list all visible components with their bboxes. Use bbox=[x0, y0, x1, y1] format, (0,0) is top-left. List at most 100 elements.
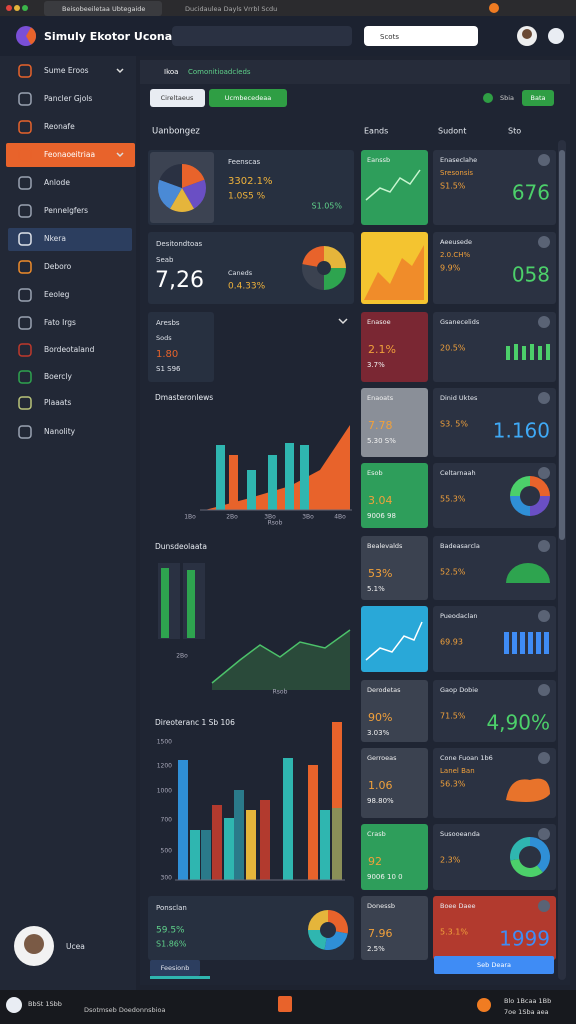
tile bbox=[361, 606, 428, 672]
value: 1.0S5 % bbox=[228, 192, 266, 202]
card-value: S3. 5% bbox=[440, 420, 468, 429]
mini-bar bbox=[512, 632, 517, 654]
tick-label: 1500 bbox=[157, 739, 172, 746]
value: 1.80 bbox=[156, 349, 178, 360]
window-dot bbox=[22, 5, 28, 11]
mini-area bbox=[506, 778, 550, 802]
card-label: Celtarnaah bbox=[440, 469, 476, 477]
menu-item: Nanolity bbox=[44, 427, 76, 436]
donut-hole bbox=[320, 922, 336, 938]
tile-label: Esob bbox=[367, 469, 383, 477]
card-menu bbox=[538, 467, 550, 479]
search-input[interactable] bbox=[364, 26, 478, 46]
bar bbox=[300, 445, 309, 510]
card-button[interactable] bbox=[434, 956, 554, 974]
tile-sub: 5.1% bbox=[367, 585, 385, 593]
menu-icon bbox=[18, 120, 32, 134]
card-big-value: 1999 bbox=[499, 927, 550, 951]
panel bbox=[148, 896, 354, 960]
tile-value: 3.04 bbox=[368, 494, 393, 507]
menu-item: Boercly bbox=[44, 372, 72, 381]
card-value: S1.5% bbox=[440, 182, 466, 191]
menu-item: Anlode bbox=[44, 178, 70, 187]
menu-icon bbox=[18, 260, 32, 274]
sidebar bbox=[0, 56, 136, 990]
card-label: Gaop Dobie bbox=[440, 686, 478, 694]
footer-button-text: Feesionb bbox=[161, 964, 190, 972]
tick-label: 500 bbox=[161, 848, 173, 855]
mini-bar bbox=[506, 346, 510, 360]
card bbox=[433, 312, 556, 382]
tab-button[interactable] bbox=[209, 89, 287, 107]
menu-item: Eeoleg bbox=[44, 290, 70, 299]
value: 0.4.33% bbox=[228, 282, 266, 292]
bar bbox=[187, 570, 195, 638]
tile bbox=[361, 536, 428, 600]
pie-slice bbox=[324, 268, 346, 290]
action-text: Bata bbox=[531, 94, 546, 102]
menu-item: Deboro bbox=[44, 262, 72, 271]
line bbox=[211, 629, 351, 684]
tick-label: 1000 bbox=[157, 788, 172, 795]
card-label: Dinid Uktes bbox=[440, 394, 478, 402]
label: S1 S96 bbox=[156, 365, 181, 373]
column-header: Sto bbox=[508, 127, 521, 136]
card bbox=[433, 606, 556, 672]
breadcrumb: Comonitioadcleds bbox=[188, 68, 251, 76]
tick-label: 1Bo bbox=[184, 514, 196, 521]
tile-sub: 2.5% bbox=[367, 945, 385, 953]
card-menu bbox=[538, 236, 550, 248]
card-menu bbox=[538, 154, 550, 166]
user-face bbox=[24, 934, 44, 954]
breadcrumb: Ikoa bbox=[164, 68, 178, 76]
tile-sub: 98.80% bbox=[367, 797, 394, 805]
card-value: 52.5% bbox=[440, 568, 466, 577]
card-value: 9.9% bbox=[440, 264, 461, 273]
card-label: Aeeusede bbox=[440, 238, 472, 246]
tab-button[interactable] bbox=[150, 89, 205, 107]
taskbar-app[interactable] bbox=[278, 996, 292, 1012]
card-menu bbox=[538, 828, 550, 840]
active-item[interactable] bbox=[6, 143, 135, 167]
pie-slice bbox=[157, 179, 182, 209]
value: S1.05% bbox=[312, 202, 343, 211]
tile-sub: 5.30 S% bbox=[367, 437, 396, 445]
bar bbox=[234, 790, 244, 880]
mini-bar bbox=[504, 632, 509, 654]
menu-item: Nkera bbox=[44, 234, 66, 243]
selected-item[interactable] bbox=[8, 228, 132, 251]
tile-label: Enasoe bbox=[367, 318, 391, 326]
menu-icon bbox=[18, 148, 32, 162]
card bbox=[433, 680, 556, 742]
tab[interactable] bbox=[44, 1, 162, 16]
card-label: Boee Daee bbox=[440, 902, 476, 910]
menu-item: Fato Irgs bbox=[44, 318, 76, 327]
mini-bar bbox=[536, 632, 541, 654]
axis-title: Rsob bbox=[273, 689, 288, 696]
panel bbox=[148, 232, 354, 304]
search-text: Scots bbox=[380, 33, 399, 41]
tile-label: Bealevalds bbox=[367, 542, 403, 550]
chart-title: Direoteranc 1 Sb 106 bbox=[155, 718, 235, 727]
area bbox=[212, 630, 350, 690]
tick-label: 2Bo bbox=[176, 653, 188, 660]
card-value: 71.5% bbox=[440, 712, 466, 721]
card-label: Enaseclahe bbox=[440, 156, 477, 164]
action-button[interactable] bbox=[522, 90, 554, 106]
mini-bar bbox=[544, 632, 549, 654]
bar bbox=[285, 443, 294, 510]
card-value: 56.3% bbox=[440, 780, 466, 789]
window-dot bbox=[6, 5, 12, 11]
mini-bar bbox=[528, 632, 533, 654]
tray-icon bbox=[477, 998, 491, 1012]
progress bbox=[150, 976, 210, 979]
tile-value: 90% bbox=[368, 711, 392, 724]
value: 59.5% bbox=[156, 926, 185, 936]
mini-area bbox=[506, 563, 550, 583]
pie-slice bbox=[302, 246, 324, 268]
footer-button[interactable] bbox=[150, 960, 200, 976]
search-bar[interactable] bbox=[172, 26, 352, 46]
bar bbox=[216, 445, 225, 510]
label: Desitondtoas bbox=[156, 240, 203, 248]
card-big-value: 676 bbox=[512, 181, 550, 205]
